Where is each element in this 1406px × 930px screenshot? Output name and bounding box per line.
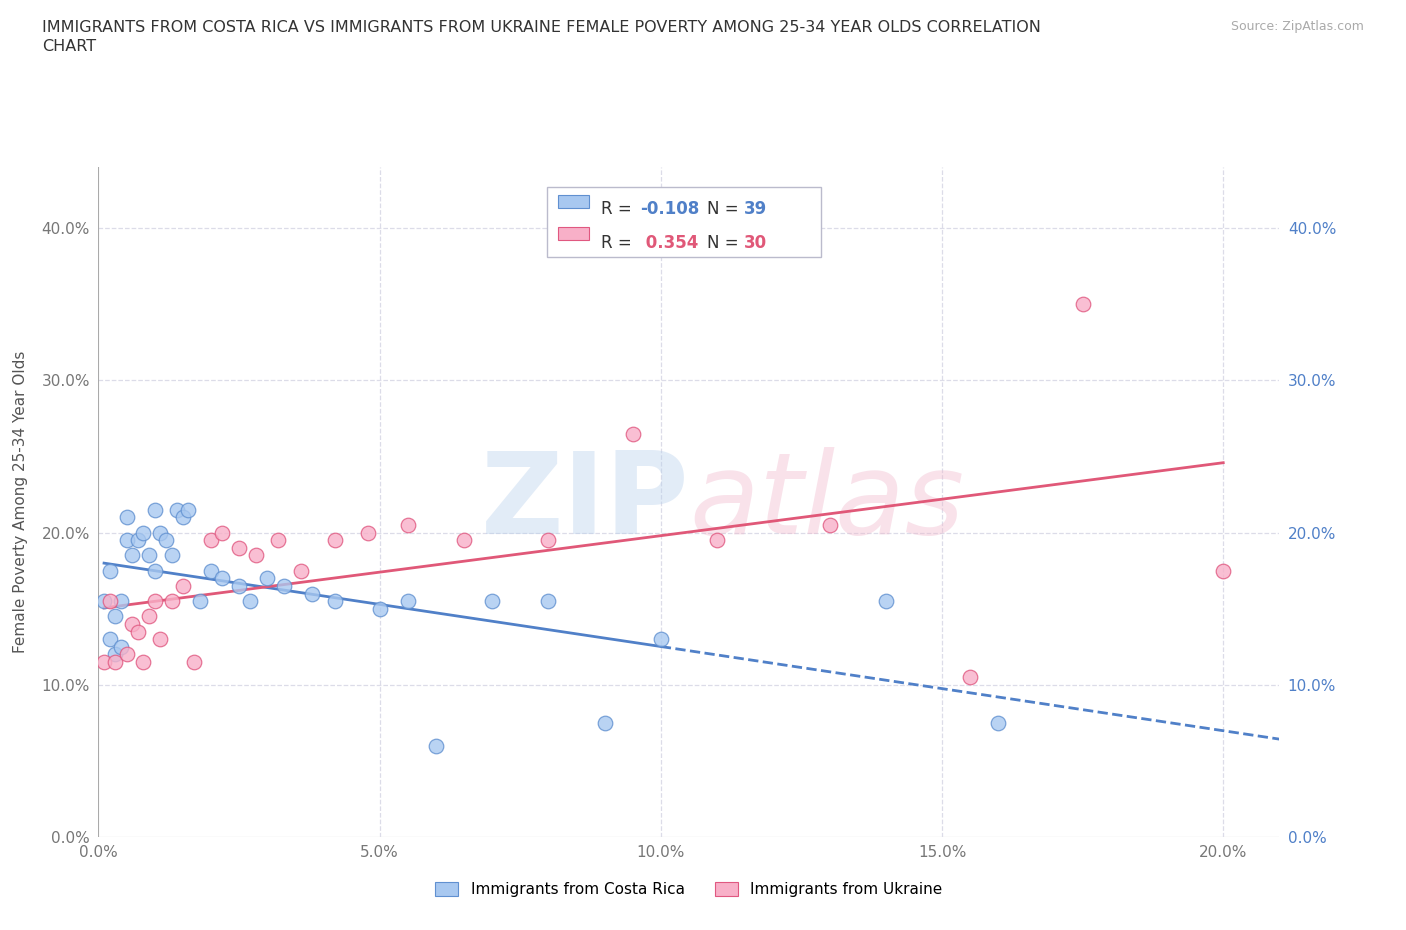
Text: 0.354: 0.354 (640, 234, 699, 252)
Point (290, 564, 312, 578)
Point (93, 593, 115, 608)
Point (368, 602, 391, 617)
Point (110, 593, 132, 608)
Point (245, 548, 267, 563)
Point (143, 593, 166, 608)
Point (172, 578, 194, 593)
Point (537, 593, 560, 608)
Point (121, 548, 143, 563)
Point (537, 533, 560, 548)
Point (453, 533, 475, 548)
Point (132, 655, 155, 670)
Text: atlas: atlas (689, 446, 965, 558)
Text: IMMIGRANTS FROM COSTA RICA VS IMMIGRANTS FROM UKRAINE FEMALE POVERTY AMONG 25-34: IMMIGRANTS FROM COSTA RICA VS IMMIGRANTS… (42, 20, 1040, 35)
Point (396, 593, 419, 608)
Point (115, 510, 138, 525)
Point (98, 564, 121, 578)
Y-axis label: Female Poverty Among 25-34 Year Olds: Female Poverty Among 25-34 Year Olds (13, 351, 28, 654)
Text: R =: R = (600, 234, 637, 252)
Point (1071, 297, 1094, 312)
Point (357, 525, 380, 540)
Point (172, 510, 194, 525)
Text: N =: N = (707, 200, 744, 218)
Point (127, 533, 149, 548)
Point (110, 639, 132, 654)
Point (200, 564, 222, 578)
Text: ZIP: ZIP (481, 446, 689, 558)
Point (593, 715, 616, 730)
Point (115, 533, 138, 548)
Point (228, 540, 250, 555)
Point (323, 593, 346, 608)
Point (818, 518, 841, 533)
Text: 30: 30 (744, 234, 768, 252)
Point (160, 548, 183, 563)
Text: CHART: CHART (42, 39, 96, 54)
Point (650, 631, 672, 646)
Point (211, 571, 233, 586)
Point (121, 617, 143, 631)
Point (323, 533, 346, 548)
Text: R =: R = (600, 200, 637, 218)
Point (239, 593, 262, 608)
Text: -0.108: -0.108 (640, 200, 699, 218)
Point (200, 533, 222, 548)
Point (149, 525, 172, 540)
Point (396, 518, 419, 533)
Point (621, 426, 644, 441)
Point (256, 571, 278, 586)
Text: Source: ZipAtlas.com: Source: ZipAtlas.com (1230, 20, 1364, 33)
Point (143, 502, 166, 517)
Point (267, 533, 290, 548)
Point (93, 655, 115, 670)
Point (104, 647, 127, 662)
Point (166, 502, 188, 517)
Point (149, 631, 172, 646)
Point (138, 548, 160, 563)
Point (115, 647, 138, 662)
Point (143, 564, 166, 578)
Text: 39: 39 (744, 200, 768, 218)
Point (132, 525, 155, 540)
Point (875, 593, 897, 608)
Point (706, 533, 728, 548)
Point (211, 525, 233, 540)
Point (177, 502, 200, 517)
Point (138, 609, 160, 624)
Text: N =: N = (707, 234, 744, 252)
Point (104, 655, 127, 670)
Point (959, 670, 981, 684)
Point (481, 593, 503, 608)
Point (301, 586, 323, 601)
Point (183, 655, 205, 670)
Point (1212, 564, 1234, 578)
Point (228, 578, 250, 593)
Point (273, 578, 295, 593)
Point (425, 738, 447, 753)
Point (155, 533, 177, 548)
Legend: Immigrants from Costa Rica, Immigrants from Ukraine: Immigrants from Costa Rica, Immigrants f… (429, 876, 949, 903)
Point (987, 715, 1010, 730)
Point (160, 593, 183, 608)
Point (98, 631, 121, 646)
Point (188, 593, 211, 608)
Point (127, 624, 149, 639)
Point (98, 593, 121, 608)
Point (104, 609, 127, 624)
